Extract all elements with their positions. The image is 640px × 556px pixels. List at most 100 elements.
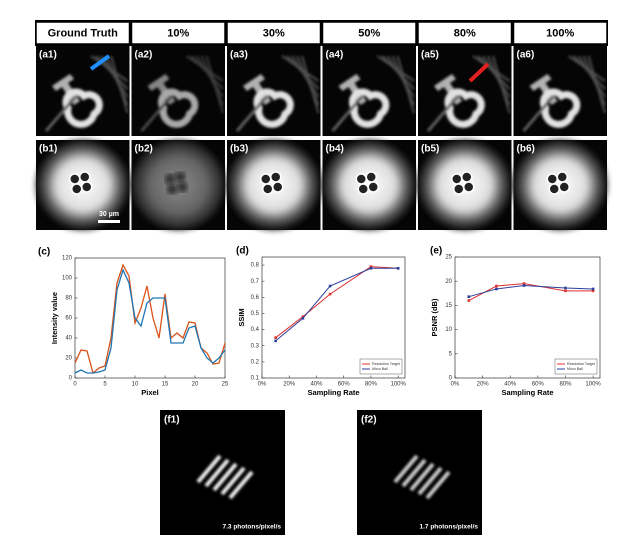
- stripe: [110, 55, 129, 114]
- fringe-pattern: [196, 454, 254, 500]
- photon-caption: 7.3 photons/pixel/s: [222, 524, 281, 531]
- image-panel: (a6): [513, 46, 607, 136]
- edge-bar: [331, 95, 364, 132]
- data-point: [369, 266, 373, 270]
- micro-ball: [262, 183, 274, 195]
- panel-label: (a2): [135, 50, 153, 61]
- data-point: [301, 315, 305, 318]
- data-point: [396, 266, 400, 270]
- legend-label: Micro Ball: [567, 367, 583, 371]
- digit-8: [253, 88, 294, 128]
- header-cell: [35, 21, 131, 45]
- y-tick-label: 0.3: [251, 343, 260, 349]
- stripe: [492, 55, 511, 114]
- chart-label: (e): [430, 246, 442, 257]
- scale-bar-label: 30 µm: [99, 211, 119, 218]
- micro-ball: [272, 181, 284, 193]
- digit-8: [444, 88, 485, 128]
- y-tick-label: 0: [449, 376, 453, 382]
- micro-ball: [548, 183, 560, 195]
- x-tick-label: 15: [162, 382, 169, 388]
- edge-bar: [235, 95, 269, 132]
- stripe: [391, 55, 415, 106]
- header-cell: [321, 21, 417, 45]
- micro-ball: [451, 173, 463, 185]
- y-tick-label: 40: [65, 336, 72, 342]
- y-tick-label: 0.2: [251, 359, 260, 365]
- header-cell: [130, 21, 226, 45]
- header-label: 50%: [358, 27, 380, 39]
- data-point: [467, 299, 471, 302]
- stripe: [582, 55, 606, 106]
- y-tick-label: 80: [65, 296, 72, 302]
- header-cell: [226, 21, 322, 45]
- image-panel: (b2): [131, 140, 225, 230]
- panel-label: (a3): [230, 50, 248, 61]
- image-panel: 30 µm (b1): [36, 140, 130, 230]
- data-point: [301, 317, 305, 320]
- image-panel: (a2): [131, 46, 225, 136]
- data-point: [467, 295, 471, 298]
- data-point: [591, 287, 595, 291]
- micro-ball: [176, 181, 188, 193]
- micro-ball: [355, 173, 367, 185]
- stripe: [301, 55, 320, 114]
- edge-bar: [522, 95, 555, 132]
- data-point: [495, 284, 498, 288]
- micro-ball: [174, 171, 186, 183]
- series-line: [74, 268, 226, 374]
- micro-ball: [166, 183, 178, 195]
- x-tick-label: 0: [73, 382, 77, 388]
- edge-bar: [44, 95, 78, 132]
- x-tick-label: 20: [192, 382, 199, 388]
- plot-frame: [74, 257, 226, 379]
- header-label: 10%: [167, 27, 189, 39]
- micro-ball: [558, 181, 570, 193]
- target-pattern: [331, 55, 415, 132]
- target-pattern: [140, 55, 224, 132]
- image-panel: (a3): [227, 46, 321, 136]
- header-label: 100%: [546, 27, 574, 39]
- micro-ball: [546, 173, 558, 185]
- digit-8: [349, 88, 390, 128]
- header-label: 80%: [454, 27, 476, 39]
- panel-label: (a1): [39, 50, 57, 61]
- legend-label: Resolution Target: [567, 362, 595, 366]
- target-pattern: [235, 55, 320, 132]
- fringe: [212, 462, 238, 492]
- digit-8: [158, 88, 199, 128]
- micro-ball: [69, 173, 81, 185]
- panel-label: (a5): [421, 50, 439, 61]
- y-tick-label: 120: [62, 256, 73, 262]
- x-tick-label: 60%: [532, 382, 545, 388]
- y-axis-label: PSNR (dB): [430, 298, 439, 336]
- stripe: [105, 55, 129, 106]
- panel-label: (b1): [39, 144, 57, 155]
- y-tick-label: 0.5: [251, 311, 260, 317]
- edge-bar: [140, 95, 173, 132]
- micro-ball: [461, 171, 473, 183]
- data-point: [522, 284, 526, 287]
- x-tick-label: 100%: [585, 382, 601, 388]
- header-label: Ground Truth: [48, 27, 119, 39]
- y-tick-label: 60: [65, 316, 72, 322]
- stripe: [487, 55, 511, 106]
- digit-8: [540, 88, 581, 128]
- y-tick-label: 20: [65, 356, 72, 362]
- x-tick-label: 5: [103, 382, 107, 388]
- data-point: [564, 286, 567, 290]
- y-tick-label: 10: [445, 327, 452, 333]
- micro-ball: [260, 173, 272, 185]
- y-tick-label: 0.8: [251, 263, 260, 269]
- x-tick-label: 25: [222, 382, 229, 388]
- y-tick-label: 0.7: [251, 279, 260, 285]
- micro-ball: [365, 171, 377, 183]
- x-tick-label: 0%: [451, 382, 460, 388]
- image-panel: (b3): [227, 140, 321, 230]
- micro-ball: [164, 173, 176, 185]
- micro-ball: [556, 171, 568, 183]
- micro-ball: [79, 171, 91, 183]
- legend-box: [359, 358, 403, 375]
- panel-label: (b5): [421, 144, 439, 155]
- micro-ball: [453, 183, 465, 195]
